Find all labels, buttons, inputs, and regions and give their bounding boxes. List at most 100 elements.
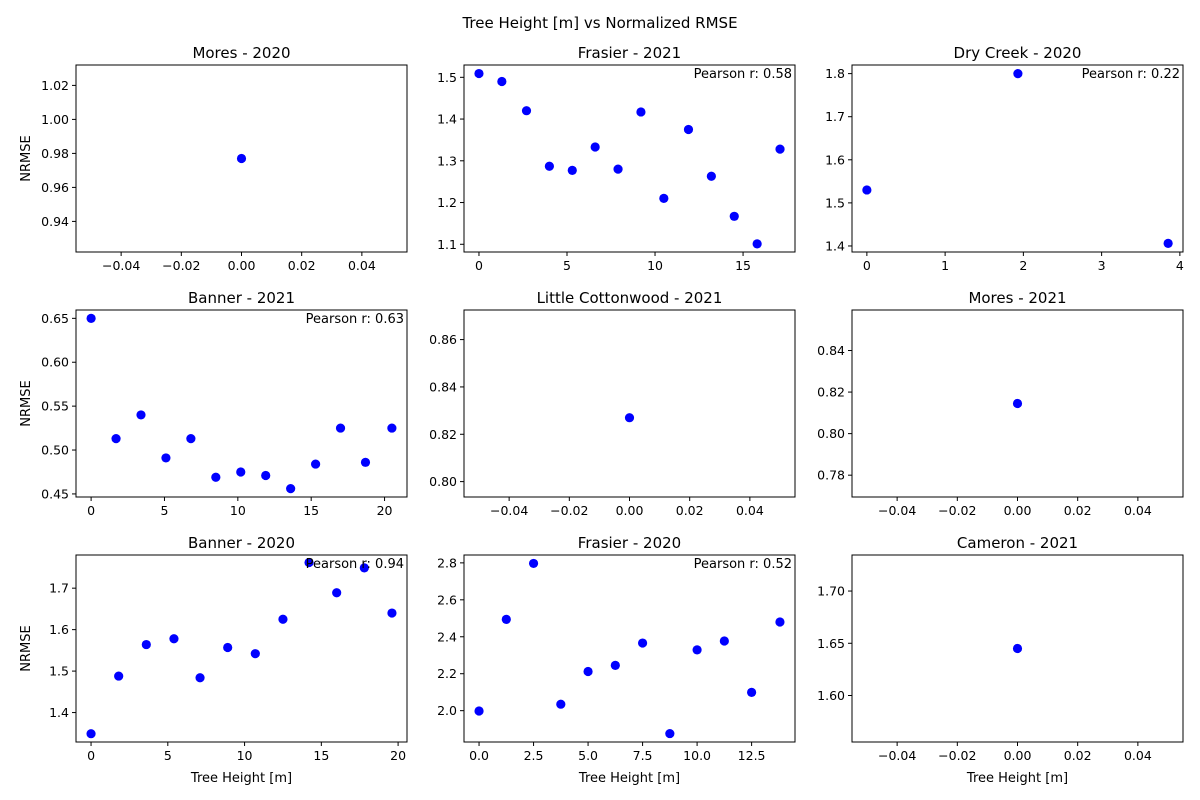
subplot-6: Mores - 2021 −0.04 −0.02 0.00 0.02 0.04 0.78 0.… xyxy=(817,289,1184,518)
y-tick-label: 1.60 xyxy=(817,688,845,703)
y-tick-label: 0.98 xyxy=(41,146,69,161)
x-tick-label: 15 xyxy=(735,258,751,273)
data-point xyxy=(659,193,669,203)
y-tick-label: 0.65 xyxy=(41,311,69,326)
x-tick-label: 10 xyxy=(237,748,253,763)
data-point xyxy=(360,457,371,467)
data-point xyxy=(613,164,623,174)
x-tick-label: 0 xyxy=(863,258,871,273)
y-tick-label: 1.8 xyxy=(825,66,845,81)
data-point xyxy=(136,410,146,420)
data-point xyxy=(261,470,271,481)
x-tick-label: 7.5 xyxy=(633,748,653,763)
x-tick-label: 0.04 xyxy=(1124,748,1152,763)
x-tick-label: 12.5 xyxy=(738,748,766,763)
x-tick-label: 20 xyxy=(390,748,406,763)
x-tick-label: 0.00 xyxy=(228,258,256,273)
subplot-title: Banner - 2020 xyxy=(188,534,295,552)
data-point xyxy=(1163,238,1173,248)
y-tick-label: 1.4 xyxy=(825,238,845,253)
data-point xyxy=(521,106,532,116)
data-point xyxy=(544,161,554,171)
x-tick-label: 0.04 xyxy=(1124,503,1152,518)
subplot-grid: Mores - 2020−0.04 −0.02 0.00 0.02 0.040.940.… xyxy=(19,44,1184,786)
y-tick-label: 0.45 xyxy=(41,486,69,501)
y-tick-label: 1.5 xyxy=(437,70,457,85)
data-point xyxy=(556,699,566,709)
data-point xyxy=(332,588,342,598)
y-tick-label: 0.96 xyxy=(41,180,69,195)
data-point xyxy=(169,634,179,644)
y-tick-label: 1.00 xyxy=(41,112,69,127)
x-tick-label: −0.04 xyxy=(878,503,916,518)
data-point xyxy=(304,557,314,568)
x-tick-label: 1 xyxy=(941,258,949,273)
data-point xyxy=(528,558,539,569)
x-tick-label: −0.02 xyxy=(162,258,200,273)
y-tick-label: 2.2 xyxy=(437,666,457,681)
data-point xyxy=(590,142,600,152)
pearson-annotation: Pearson r: 0.52 xyxy=(694,557,792,572)
y-tick-label: 1.5 xyxy=(825,195,845,210)
x-tick-label: 0.00 xyxy=(616,503,644,518)
y-tick-label: 1.70 xyxy=(817,584,845,599)
data-point xyxy=(636,107,646,117)
y-tick-label: 2.4 xyxy=(437,629,457,644)
x-axis-label: Tree Height [m] xyxy=(966,771,1068,786)
data-point xyxy=(474,706,484,716)
y-tick-label: 0.86 xyxy=(429,332,457,347)
subplot-9: Cameron - 2021 −0.04 −0.02 0.00 0.02 0.04 1.60… xyxy=(817,534,1184,786)
y-tick-label: 0.84 xyxy=(429,379,457,394)
x-tick-label: 0.04 xyxy=(736,503,764,518)
x-tick-label: 0.00 xyxy=(1004,503,1032,518)
y-tick-label: 0.55 xyxy=(41,399,69,414)
data-point xyxy=(497,76,507,87)
axes-frame xyxy=(463,554,796,743)
data-point xyxy=(236,467,246,477)
data-point xyxy=(236,153,247,164)
subplot-8: Frasier - 2020 0.0 2.5 5.0 7.5 10.0 12.5 2.0 2.2… xyxy=(437,534,796,786)
x-tick-label: 5.0 xyxy=(578,748,598,763)
x-tick-label: 0.02 xyxy=(288,258,316,273)
x-tick-label: 5 xyxy=(563,258,571,273)
x-tick-label: 15 xyxy=(303,503,319,518)
x-tick-label: 0.02 xyxy=(1064,503,1092,518)
x-tick-label: 20 xyxy=(377,503,393,518)
data-point xyxy=(1013,69,1023,79)
data-point xyxy=(286,484,296,494)
subplot-title: Mores - 2021 xyxy=(968,289,1066,307)
axes-frame xyxy=(75,309,408,498)
data-point xyxy=(610,660,620,671)
y-tick-label: 0.78 xyxy=(817,468,845,483)
subplot-title: Cameron - 2021 xyxy=(957,534,1078,552)
y-tick-label: 2.8 xyxy=(437,555,457,570)
y-tick-label: 1.02 xyxy=(41,78,69,93)
data-point xyxy=(692,645,702,655)
y-tick-label: 1.6 xyxy=(49,622,69,637)
data-point xyxy=(583,666,593,677)
x-tick-label: 0.00 xyxy=(1004,748,1032,763)
x-tick-label: −0.02 xyxy=(938,748,976,763)
subplot-5: Little Cottonwood - 2021 −0.04 −0.02 0.00 0.… xyxy=(429,289,796,518)
pearson-annotation: Pearson r: 0.58 xyxy=(694,67,792,82)
data-point xyxy=(719,636,729,646)
y-tick-label: 2.6 xyxy=(437,592,457,607)
data-point xyxy=(310,459,321,469)
x-tick-label: 4 xyxy=(1176,258,1184,273)
x-tick-label: 5 xyxy=(160,503,168,518)
subplot-3: Dry Creek - 2020 0 1 2 3 4 1.4 1.5 1.6 1.7 1.8 Pear… xyxy=(825,44,1184,273)
data-point xyxy=(624,413,635,423)
subplot-title: Dry Creek - 2020 xyxy=(954,44,1082,62)
y-axis-label: NRMSE xyxy=(19,380,34,426)
data-point xyxy=(141,639,151,650)
data-point xyxy=(195,673,205,683)
subplot-1: Mores - 2020 −0.04 −0.02 0.00 0.02 0.04 0.94 0.… xyxy=(19,44,408,273)
y-tick-label: 0.82 xyxy=(817,385,845,400)
data-point xyxy=(567,165,577,175)
data-point xyxy=(752,239,762,249)
y-tick-label: 0.82 xyxy=(429,427,457,442)
axes-frame xyxy=(463,309,796,498)
data-point xyxy=(637,638,648,648)
x-tick-label: 10.0 xyxy=(683,748,711,763)
x-tick-label: 3 xyxy=(1098,258,1106,273)
